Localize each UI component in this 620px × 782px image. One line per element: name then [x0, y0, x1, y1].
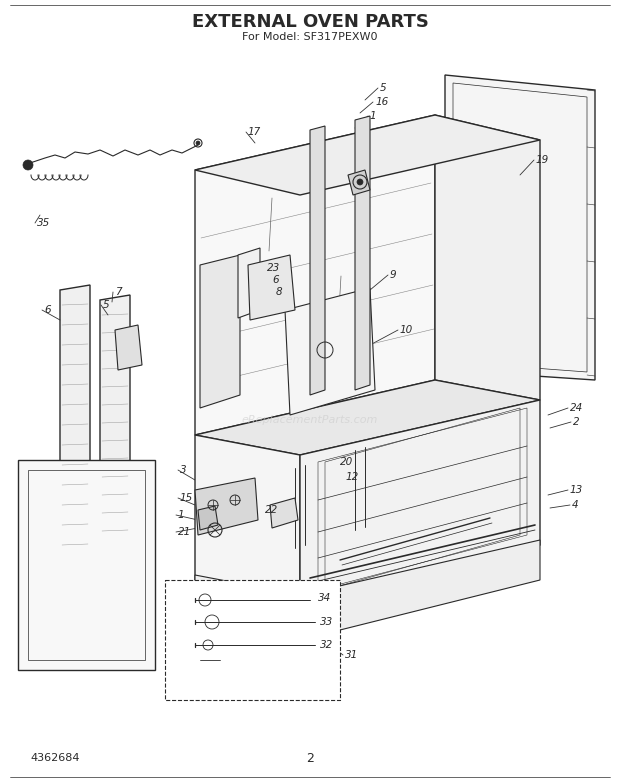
Polygon shape — [198, 506, 218, 530]
Polygon shape — [200, 255, 240, 408]
Text: 3: 3 — [180, 465, 187, 475]
Polygon shape — [248, 255, 295, 320]
Polygon shape — [195, 380, 540, 455]
Text: 19: 19 — [536, 155, 549, 165]
Text: 5: 5 — [380, 83, 387, 93]
Text: 33: 33 — [320, 617, 334, 627]
Polygon shape — [238, 248, 260, 318]
Text: 5: 5 — [103, 300, 110, 310]
Text: 1: 1 — [178, 510, 185, 520]
Polygon shape — [100, 295, 130, 550]
Polygon shape — [355, 116, 370, 390]
Circle shape — [23, 160, 33, 170]
Text: 7: 7 — [115, 287, 122, 297]
Text: 34: 34 — [318, 593, 331, 603]
Polygon shape — [270, 498, 298, 528]
Text: 15: 15 — [180, 493, 193, 503]
Text: 12: 12 — [345, 472, 358, 482]
Text: 4: 4 — [572, 500, 578, 510]
Text: 31: 31 — [345, 650, 358, 660]
Polygon shape — [195, 115, 435, 435]
Text: 9: 9 — [390, 270, 397, 280]
Polygon shape — [445, 75, 595, 380]
Text: 35: 35 — [37, 218, 50, 228]
Text: 6: 6 — [272, 275, 278, 285]
Text: For Model: SF317PEXW0: For Model: SF317PEXW0 — [242, 32, 378, 42]
Text: 4362684: 4362684 — [30, 753, 79, 763]
Text: 24: 24 — [570, 403, 583, 413]
Polygon shape — [18, 460, 155, 670]
Text: EXTERNAL OVEN PARTS: EXTERNAL OVEN PARTS — [192, 13, 428, 31]
Polygon shape — [310, 126, 325, 395]
Text: 23: 23 — [267, 263, 280, 273]
Text: 13: 13 — [570, 485, 583, 495]
Text: 10: 10 — [400, 325, 414, 335]
Text: 2: 2 — [306, 752, 314, 765]
Text: 6: 6 — [44, 305, 51, 315]
Polygon shape — [348, 170, 370, 195]
Polygon shape — [115, 325, 142, 370]
Polygon shape — [285, 288, 375, 415]
Polygon shape — [60, 285, 90, 560]
Text: 8: 8 — [276, 287, 283, 297]
Text: 21: 21 — [178, 527, 191, 537]
Text: 17: 17 — [248, 127, 261, 137]
Text: eReplacementParts.com: eReplacementParts.com — [242, 415, 378, 425]
Polygon shape — [300, 400, 540, 600]
Polygon shape — [195, 435, 300, 600]
Circle shape — [357, 179, 363, 185]
Circle shape — [196, 141, 200, 145]
Text: 32: 32 — [320, 640, 334, 650]
Polygon shape — [300, 540, 540, 640]
Text: 2: 2 — [573, 417, 580, 427]
Text: 20: 20 — [340, 457, 353, 467]
Polygon shape — [435, 115, 540, 400]
Text: 1: 1 — [370, 111, 376, 121]
Polygon shape — [195, 478, 258, 535]
Polygon shape — [195, 575, 300, 640]
Bar — [165, 580, 340, 700]
Text: 16: 16 — [375, 97, 388, 107]
Text: 22: 22 — [265, 505, 278, 515]
Polygon shape — [195, 115, 540, 195]
